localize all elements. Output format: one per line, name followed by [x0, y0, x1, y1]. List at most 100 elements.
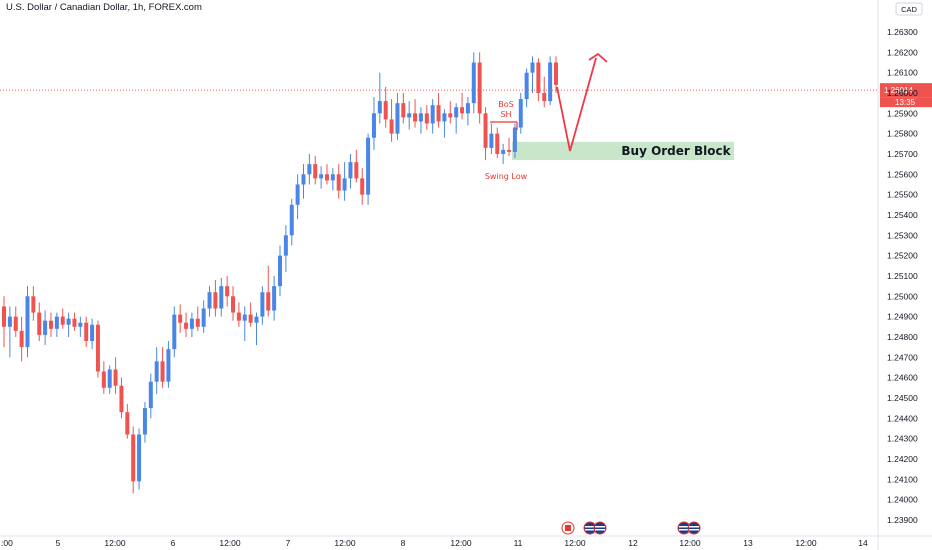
time-tick-label: 12:00: [679, 538, 701, 548]
price-tick-label: 1.25200: [887, 251, 918, 261]
currency-label: CAD: [901, 5, 917, 14]
price-tick-label: 1.25600: [887, 169, 918, 179]
candle-body: [72, 318, 77, 327]
candle-body: [430, 105, 435, 124]
time-tick-label: 5: [56, 538, 61, 548]
us-flag-icon[interactable]: [687, 521, 701, 535]
candle-body: [495, 133, 500, 154]
price-tick-label: 1.24200: [887, 454, 918, 464]
candle-body: [383, 101, 388, 120]
candle-body: [424, 113, 429, 124]
candle-body: [48, 320, 53, 329]
candle-body: [137, 434, 142, 482]
candle-body: [454, 107, 459, 118]
candle-body: [113, 369, 118, 386]
candle-body: [518, 99, 523, 128]
time-tick-label: 8: [401, 538, 406, 548]
us-flag-icon[interactable]: [583, 521, 597, 535]
price-tick-label: 1.25800: [887, 129, 918, 139]
time-tick-label: 12: [628, 538, 638, 548]
candle-body: [336, 174, 341, 191]
price-tick-label: 1.24000: [887, 495, 918, 505]
time-tick-label: 12:00: [219, 538, 241, 548]
countdown-tag: [880, 97, 932, 108]
candle-body: [225, 286, 230, 297]
order-block-label: Buy Order Block: [621, 144, 731, 158]
candle-body: [524, 72, 529, 100]
order-block-layer: Buy Order Block: [0, 89, 878, 161]
time-tick-label: 11: [514, 538, 523, 548]
time-tick-label: 12:00: [564, 538, 586, 548]
candle-body: [95, 324, 100, 372]
candle-body: [530, 62, 535, 73]
time-tick-label: 12:00: [795, 538, 817, 548]
candle-body: [78, 322, 83, 327]
candle-body: [272, 286, 277, 311]
candle-body: [283, 235, 288, 256]
currency-badge[interactable]: CAD: [895, 2, 923, 16]
time-axis[interactable]: :00 5 12:00 6 12:00 7 12:00 8 12:00 11 12:00 12 12:0…: [1, 538, 868, 548]
time-tick-label: 14: [858, 538, 868, 548]
price-tick-label: 1.24500: [887, 393, 918, 403]
us-flag-icon[interactable]: [593, 521, 607, 535]
candle-body: [342, 178, 347, 191]
price-tick-label: 1.24800: [887, 332, 918, 342]
candle-body: [395, 103, 400, 134]
candle-body: [37, 312, 42, 335]
candle-body: [460, 107, 465, 114]
candle-body: [107, 369, 112, 388]
price-tick-label: 1.24300: [887, 434, 918, 444]
candle-body: [219, 286, 224, 309]
candle-body: [489, 133, 494, 148]
candle-body: [377, 101, 382, 114]
candle-body: [330, 174, 335, 181]
candle-body: [266, 292, 271, 311]
candle-body: [142, 408, 147, 435]
price-tick-label: 1.25900: [887, 108, 918, 118]
bos-label: BoS: [498, 100, 513, 109]
candle-body: [354, 162, 359, 179]
price-tick-label: 1.25400: [887, 210, 918, 220]
price-tick-label: 1.24400: [887, 413, 918, 423]
candle-body: [536, 62, 541, 93]
candle-body: [360, 178, 365, 195]
us-flag-icon[interactable]: [677, 521, 691, 535]
chart-title: U.S. Dollar / Canadian Dollar, 1h, FOREX…: [6, 2, 202, 13]
time-tick-label: 12:00: [334, 538, 356, 548]
candle-body: [407, 113, 412, 118]
candle-body: [119, 385, 124, 413]
price-tick-label: 1.23900: [887, 515, 918, 525]
price-tick-label: 1.26200: [887, 47, 918, 57]
candle-body: [154, 361, 159, 382]
candle-body: [242, 314, 247, 321]
candle-body: [413, 113, 418, 122]
candle-body: [507, 149, 512, 152]
candle-body: [278, 255, 282, 287]
candle-body: [189, 318, 194, 329]
candle-body: [178, 314, 183, 323]
candle-body: [201, 308, 206, 327]
candle-body: [295, 184, 300, 205]
projection-arrow: [556, 57, 597, 152]
order-block-zone: [512, 141, 734, 161]
candle-body: [7, 316, 12, 327]
candle-body: [54, 316, 59, 329]
candle-body: [101, 371, 106, 388]
candle-body: [542, 92, 547, 102]
candle-body: [231, 296, 236, 313]
candle-body: [66, 318, 71, 325]
candles-layer: [2, 52, 558, 494]
candle-body: [166, 349, 171, 382]
candle-body: [195, 318, 200, 327]
price-axis[interactable]: 1.26300 1.26200 1.26100 1.26000 1.25900 1.258…: [887, 27, 918, 525]
candle-body: [471, 62, 476, 104]
candle-body: [319, 174, 324, 179]
candle-body: [84, 322, 89, 342]
price-tick-label: 1.25100: [887, 271, 918, 281]
sh-label: SH: [500, 110, 511, 119]
candle-body: [19, 330, 24, 348]
price-tick-label: 1.24900: [887, 312, 918, 322]
time-tick-label: 6: [171, 538, 176, 548]
ca-flag-icon[interactable]: [561, 521, 575, 535]
